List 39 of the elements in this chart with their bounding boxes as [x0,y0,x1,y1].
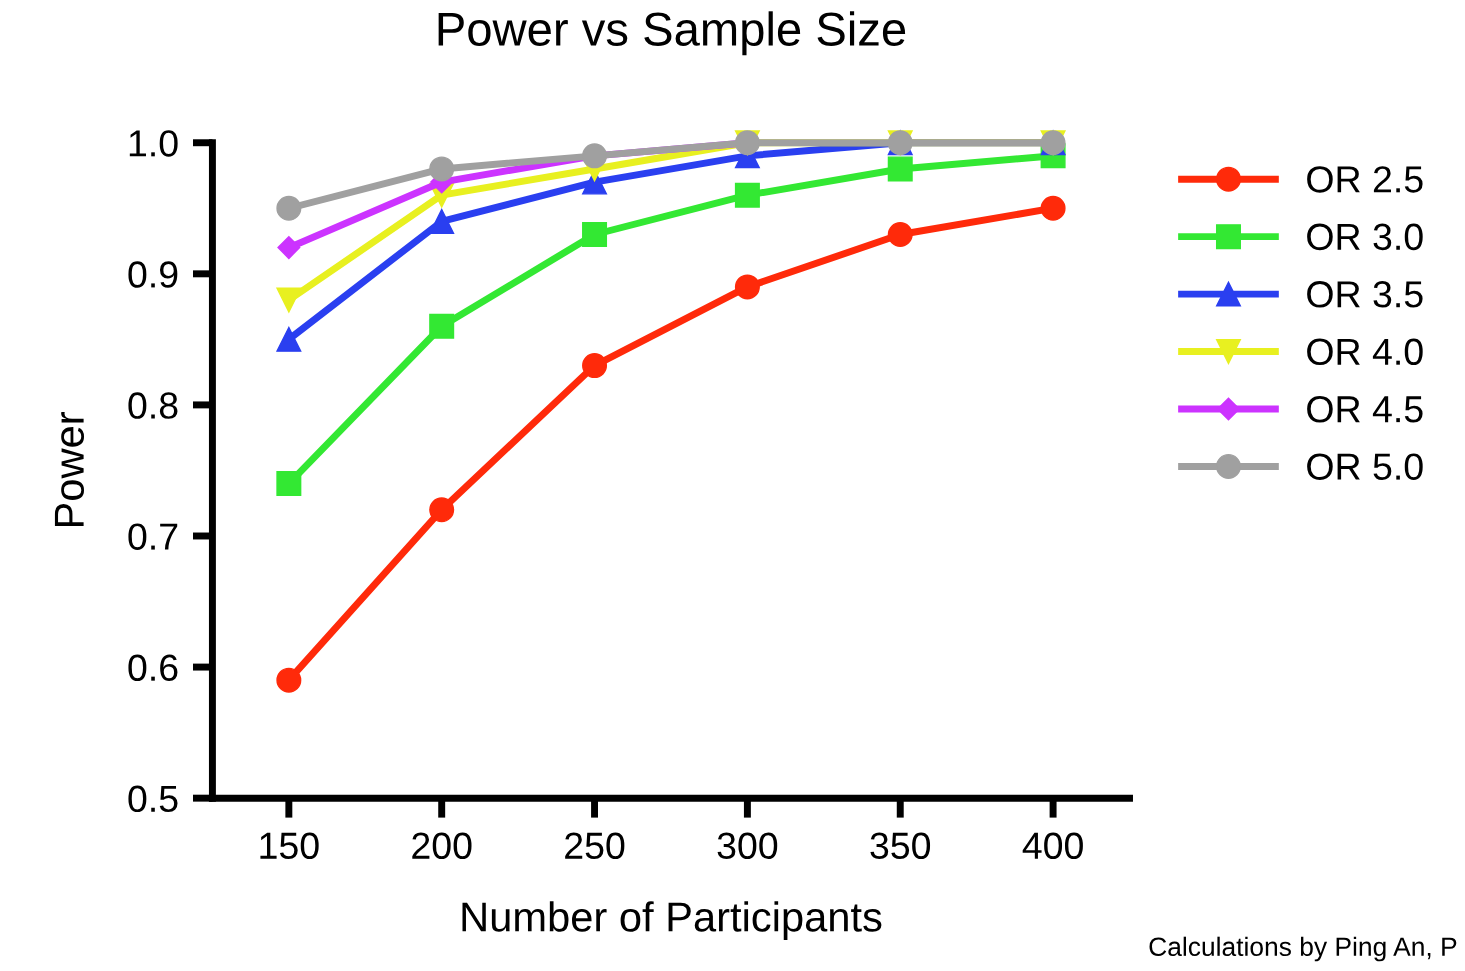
legend-label: OR 3.5 [1307,281,1423,308]
y-tick-label: 0.8 [128,392,178,419]
y-tick-label: 0.5 [128,785,178,813]
legend-label: OR 4.5 [1307,395,1423,423]
point [429,497,455,523]
point [1040,195,1066,221]
point [276,326,302,352]
point [582,353,608,379]
point [429,208,455,234]
point [429,313,455,339]
y-tick-label: 0.9 [128,261,178,288]
legend-label: OR 5.0 [1307,453,1423,480]
legend-label: OR 4.0 [1307,338,1423,366]
point [276,471,302,497]
x-tick-label: 300 [717,832,778,860]
point [276,287,302,313]
x-tick-label: 200 [412,832,472,860]
point [734,274,760,300]
point [276,667,302,693]
x-tick-label: 400 [1022,832,1083,860]
y-tick-label: 0.6 [128,654,178,682]
point [582,221,608,247]
chart-title: Power vs Sample Size [438,11,906,56]
x-tick-label: 150 [260,832,319,860]
x-axis-title: Number of Participants [462,901,882,941]
point [429,156,455,182]
text: Calculations by Ping An, P [1149,936,1457,962]
point [887,221,913,247]
legend-label: OR 2.5 [1307,166,1423,193]
legend-label: OR 3.0 [1307,223,1423,251]
y-tick-label: 0.7 [128,523,178,550]
point [887,156,913,182]
point [276,195,302,221]
y-tick-label: 1.0 [129,130,178,157]
point [277,236,301,260]
point [734,182,760,208]
x-tick-label: 250 [565,832,625,860]
y-axis-title: Power [54,412,85,527]
x-tick-label: 350 [870,832,931,860]
